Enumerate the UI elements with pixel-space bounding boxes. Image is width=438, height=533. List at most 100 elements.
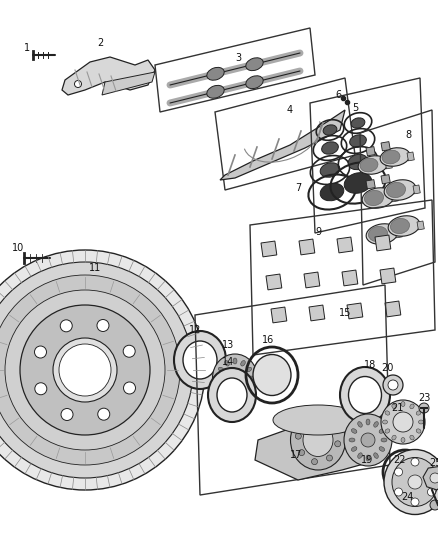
Ellipse shape bbox=[364, 190, 384, 206]
Ellipse shape bbox=[410, 404, 414, 409]
Ellipse shape bbox=[290, 410, 346, 470]
Circle shape bbox=[123, 345, 135, 357]
Ellipse shape bbox=[401, 401, 405, 407]
Text: 9: 9 bbox=[315, 227, 321, 237]
Ellipse shape bbox=[349, 376, 381, 414]
Ellipse shape bbox=[320, 163, 340, 177]
Bar bbox=[299, 239, 315, 255]
Bar bbox=[385, 160, 392, 169]
Text: 12: 12 bbox=[189, 325, 201, 335]
Ellipse shape bbox=[401, 438, 405, 442]
Circle shape bbox=[299, 450, 304, 456]
Ellipse shape bbox=[217, 378, 247, 412]
Circle shape bbox=[332, 424, 337, 430]
Ellipse shape bbox=[366, 419, 370, 425]
Ellipse shape bbox=[351, 447, 357, 451]
Ellipse shape bbox=[241, 390, 245, 395]
Ellipse shape bbox=[360, 158, 378, 172]
Ellipse shape bbox=[385, 429, 390, 433]
Circle shape bbox=[0, 275, 180, 465]
Text: 6: 6 bbox=[335, 90, 341, 100]
Text: 14: 14 bbox=[222, 357, 234, 367]
Ellipse shape bbox=[208, 368, 256, 422]
Ellipse shape bbox=[248, 376, 254, 380]
Circle shape bbox=[35, 383, 47, 395]
Circle shape bbox=[20, 305, 150, 435]
Bar bbox=[417, 221, 424, 230]
Circle shape bbox=[53, 338, 117, 402]
Ellipse shape bbox=[233, 358, 237, 364]
Ellipse shape bbox=[340, 367, 390, 423]
Bar bbox=[337, 237, 353, 253]
Ellipse shape bbox=[358, 453, 362, 458]
Circle shape bbox=[430, 473, 438, 483]
Circle shape bbox=[0, 250, 205, 490]
Ellipse shape bbox=[368, 227, 388, 241]
Polygon shape bbox=[255, 410, 380, 480]
Polygon shape bbox=[62, 57, 155, 95]
Circle shape bbox=[124, 382, 135, 394]
Circle shape bbox=[381, 400, 425, 444]
Ellipse shape bbox=[246, 76, 263, 88]
Circle shape bbox=[295, 433, 301, 439]
Text: 3: 3 bbox=[235, 53, 241, 63]
Text: 10: 10 bbox=[12, 243, 24, 253]
Circle shape bbox=[318, 415, 325, 421]
Ellipse shape bbox=[350, 135, 366, 147]
Text: 16: 16 bbox=[262, 335, 274, 345]
Circle shape bbox=[74, 80, 81, 87]
Ellipse shape bbox=[246, 384, 252, 389]
Ellipse shape bbox=[385, 411, 390, 415]
Ellipse shape bbox=[366, 224, 398, 244]
Ellipse shape bbox=[416, 411, 421, 415]
Ellipse shape bbox=[216, 376, 222, 380]
Ellipse shape bbox=[321, 142, 339, 154]
Ellipse shape bbox=[381, 438, 387, 442]
Ellipse shape bbox=[323, 125, 337, 135]
Circle shape bbox=[411, 498, 419, 506]
Polygon shape bbox=[102, 72, 155, 95]
Bar bbox=[366, 147, 375, 156]
Bar bbox=[385, 301, 401, 317]
Circle shape bbox=[430, 500, 438, 510]
Circle shape bbox=[395, 488, 403, 496]
Ellipse shape bbox=[392, 435, 396, 440]
Text: 15: 15 bbox=[339, 308, 351, 318]
Text: 20: 20 bbox=[381, 363, 393, 373]
Ellipse shape bbox=[241, 360, 245, 366]
Ellipse shape bbox=[351, 118, 365, 128]
Text: 19: 19 bbox=[361, 455, 373, 465]
Ellipse shape bbox=[392, 404, 396, 409]
Bar bbox=[347, 303, 363, 319]
Ellipse shape bbox=[388, 216, 420, 236]
Ellipse shape bbox=[344, 414, 392, 466]
Ellipse shape bbox=[219, 384, 224, 389]
Ellipse shape bbox=[233, 392, 237, 398]
Text: 17: 17 bbox=[290, 450, 302, 460]
Bar bbox=[395, 229, 402, 238]
Bar bbox=[381, 142, 390, 151]
Text: 21: 21 bbox=[391, 403, 403, 413]
Bar bbox=[375, 235, 391, 251]
Bar bbox=[407, 152, 414, 161]
Circle shape bbox=[61, 408, 73, 421]
Text: 4: 4 bbox=[287, 105, 293, 115]
Bar bbox=[366, 180, 375, 189]
Circle shape bbox=[393, 412, 413, 432]
Ellipse shape bbox=[390, 219, 410, 233]
Ellipse shape bbox=[212, 354, 258, 402]
Text: 11: 11 bbox=[89, 263, 101, 273]
Circle shape bbox=[383, 375, 403, 395]
Circle shape bbox=[97, 319, 109, 332]
Ellipse shape bbox=[246, 58, 263, 71]
Ellipse shape bbox=[225, 390, 229, 395]
Text: 25: 25 bbox=[429, 458, 438, 468]
Circle shape bbox=[408, 475, 422, 489]
Ellipse shape bbox=[382, 420, 388, 424]
Text: 24: 24 bbox=[401, 492, 413, 502]
Circle shape bbox=[395, 468, 403, 476]
Ellipse shape bbox=[207, 67, 224, 80]
Circle shape bbox=[411, 458, 419, 466]
Ellipse shape bbox=[273, 405, 363, 435]
Ellipse shape bbox=[303, 424, 333, 456]
